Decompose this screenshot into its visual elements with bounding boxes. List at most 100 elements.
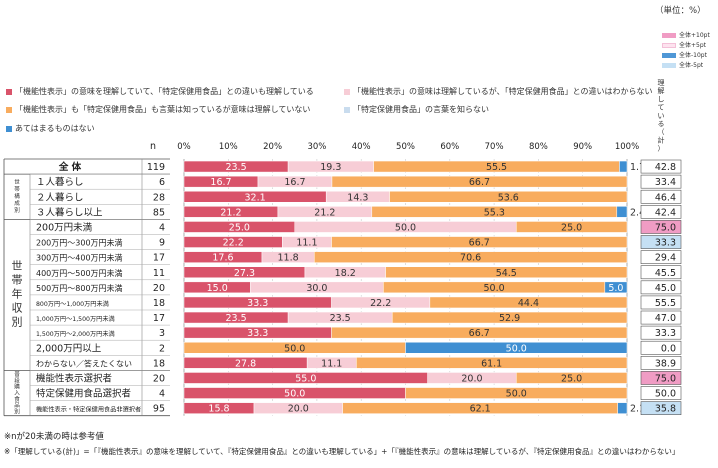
bar-data-label: 25.0 — [561, 222, 582, 233]
row-n: 95 — [153, 404, 165, 415]
bar-segment — [617, 402, 628, 414]
unit-note: （単位：%） — [655, 6, 706, 16]
side-header-char: ） — [658, 145, 665, 153]
bar-data-label: 21.2 — [314, 207, 335, 218]
legend-label-5: あてはまるものはない — [15, 124, 95, 133]
bar-data-label: 62.1 — [470, 404, 491, 415]
total-cell — [640, 159, 682, 174]
x-tick-label: 50% — [396, 142, 415, 152]
bar-data-label: 50.0 — [506, 389, 527, 400]
total-value: 75.0 — [655, 373, 676, 384]
total-cell — [640, 189, 682, 204]
bar-data-label: 15.8 — [208, 404, 229, 415]
group-label-char: 別 — [12, 315, 23, 328]
bar-data-label: 33.3 — [247, 298, 268, 309]
side-header-char: 理 — [658, 79, 665, 87]
bar-data-label: 22.2 — [223, 238, 244, 249]
bar-data-label: 1.7 — [630, 162, 645, 173]
bar-data-label: 54.5 — [496, 268, 517, 279]
bar-data-label: 70.6 — [460, 253, 481, 264]
bar-data-label: 25.0 — [561, 373, 582, 384]
bar-segment — [331, 175, 628, 188]
legend-swatch-1 — [6, 89, 12, 95]
group-label-char: 購 — [14, 383, 20, 391]
bar-data-label: 53.6 — [498, 192, 519, 203]
row-label: 200万円未満 — [36, 221, 93, 233]
bar-data-label: 32.1 — [245, 192, 266, 203]
total-value: 42.8 — [655, 162, 676, 173]
x-tick-label: 80% — [529, 142, 548, 152]
row-n: 20 — [153, 373, 165, 384]
bar-data-label: 66.7 — [469, 238, 490, 249]
total-cell — [640, 220, 682, 234]
bar-data-label: 16.7 — [210, 177, 231, 188]
total-value: 42.4 — [655, 207, 676, 218]
group-label-char: 普 — [14, 370, 20, 378]
bar-segment — [356, 357, 628, 369]
legend-swatch-2 — [344, 89, 350, 95]
bar-data-label: 55.0 — [295, 373, 316, 384]
bar-data-label: 11.8 — [278, 253, 299, 264]
bar-data-label: 22.2 — [370, 298, 391, 309]
row-n: 20 — [153, 283, 165, 294]
bar-segment — [516, 221, 628, 233]
total-cell — [640, 340, 682, 355]
bar-data-label: 23.5 — [225, 313, 246, 324]
row-n: 85 — [153, 207, 165, 218]
bar-data-label: 11.1 — [296, 238, 317, 249]
row-label: 特定保健用食品選択者 — [36, 388, 131, 400]
bar-data-label: 17.6 — [212, 253, 233, 264]
row-n: 3 — [159, 328, 165, 339]
group-label-char: 食 — [14, 395, 20, 403]
side-header-char: い — [658, 112, 665, 120]
bar-data-label: 19.3 — [320, 162, 341, 173]
side-header-char: 計 — [658, 135, 665, 144]
bar-data-label: 2.1 — [630, 404, 645, 415]
row-label: 1,000万円～1,500万円未満 — [36, 315, 115, 323]
group-label-char: 品 — [14, 402, 20, 409]
bar-data-label: 50.0 — [395, 222, 416, 233]
bar-data-label: 11.1 — [321, 358, 342, 369]
legend-label-1: 「機能性表示」の意味を理解していて、「特定保健用食品」との違いも理解している — [15, 87, 314, 96]
group-label-char: 帯 — [12, 273, 23, 286]
bar-segment — [331, 236, 628, 248]
x-tick-label: 90% — [573, 142, 592, 152]
bar-data-label: 66.7 — [469, 177, 490, 188]
total-value: 0.0 — [661, 343, 676, 354]
legend-label-2: 「機能性表示」の意味は理解しているが、「特定保健用食品」との違いはわからない — [353, 87, 653, 96]
legend-label-4: 「特定保健用食品」の言葉を知らない — [353, 105, 489, 114]
total-value: 38.9 — [655, 358, 676, 369]
bar-segment — [331, 326, 628, 339]
total-cell — [640, 355, 682, 370]
row-label: 800万円～1,000万円未満 — [36, 300, 109, 308]
legend-swatch-5 — [6, 126, 12, 132]
row-n: 119 — [147, 162, 165, 173]
diff-key-swatch-plus10 — [662, 33, 676, 38]
row-n: 17 — [153, 313, 165, 324]
row-n: 28 — [153, 192, 165, 203]
footnote-reference: ※nが20未満の時は参考値 — [4, 432, 104, 442]
stacked-bar-chart: 0% 10% 20% 30% 40% 50% 60% 70% 80% 90% 100% n 理解している… — [3, 79, 682, 417]
side-header-char: し — [658, 95, 665, 103]
bar-segment — [405, 342, 628, 354]
row-n: 6 — [159, 177, 165, 188]
side-header-char: （ — [658, 128, 665, 136]
bar-data-label: 15.0 — [207, 283, 228, 294]
total-value: 46.4 — [655, 192, 676, 203]
bar-data-label: 30.0 — [306, 283, 327, 294]
row-n: 4 — [159, 389, 165, 400]
row-n: 11 — [153, 268, 165, 279]
group-label-char: 段 — [14, 376, 20, 384]
row-n: 9 — [159, 238, 165, 249]
group-label-char: 世 — [12, 259, 23, 272]
row-label: 500万円～800万円未満 — [36, 283, 123, 293]
total-cell — [640, 205, 682, 219]
group-label-char: 年 — [12, 286, 23, 300]
bar-segment — [313, 251, 628, 263]
diff-key-swatch-minus5 — [662, 63, 676, 68]
total-value: 29.4 — [655, 253, 676, 264]
bar-data-label: 50.0 — [484, 283, 505, 294]
row-label: 1,500万円～2,000万円未満 — [36, 330, 115, 338]
total-value: 35.8 — [655, 404, 676, 415]
bar-data-label: 23.5 — [330, 313, 351, 324]
